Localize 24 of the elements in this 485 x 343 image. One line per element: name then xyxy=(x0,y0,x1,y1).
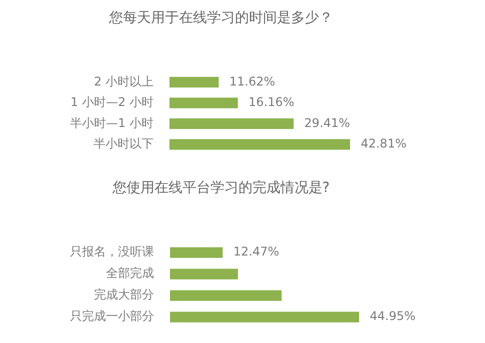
chart-title: 您使用在线平台学习的完成情况是? xyxy=(111,180,330,196)
data-label: 16.16% xyxy=(248,95,294,110)
y-tick-label: 只报名，没听课 xyxy=(70,244,154,259)
y-tick-label: 2 小时以上 xyxy=(94,74,154,88)
y-tick-label: 半小时以下 xyxy=(93,136,154,151)
y-tick-label: 只完成一小部分 xyxy=(70,309,154,324)
bar xyxy=(169,76,219,88)
bar xyxy=(170,312,360,322)
bar xyxy=(169,118,294,130)
bar xyxy=(169,98,238,108)
y-tick-label: 完成大部分 xyxy=(94,288,154,302)
data-label: 42.81% xyxy=(360,136,406,151)
data-label: 44.95% xyxy=(370,309,416,324)
bar xyxy=(169,139,350,150)
bar xyxy=(170,247,223,258)
chart-title: 您每天用于在线学习的时间是多少？ xyxy=(108,10,333,26)
y-tick-label: 全部完成 xyxy=(106,266,154,280)
bar xyxy=(170,290,282,301)
y-tick-label: 半小时—1 小时 xyxy=(70,116,154,130)
data-label: 11.62% xyxy=(229,74,276,88)
data-label: 12.47% xyxy=(233,244,280,259)
y-tick-label: 1 小时—2 小时 xyxy=(70,95,154,110)
data-label: 29.41% xyxy=(304,116,350,130)
bar xyxy=(170,268,238,280)
